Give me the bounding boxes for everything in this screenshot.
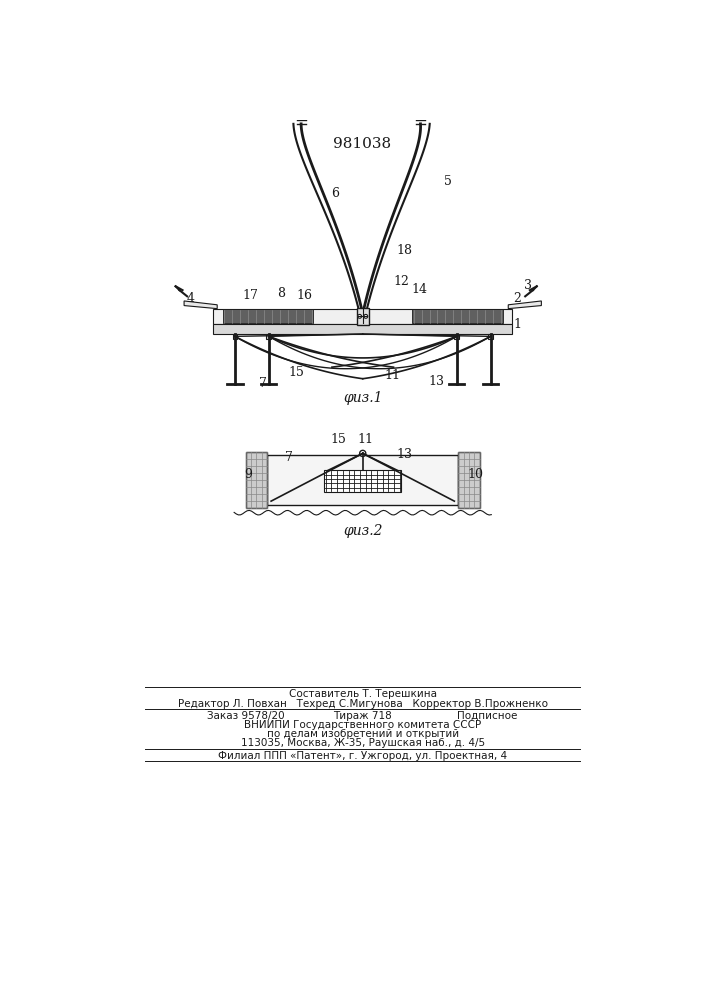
Polygon shape [214,309,512,324]
Text: 10: 10 [467,468,483,481]
Text: Тираж 718: Тираж 718 [333,711,392,721]
Polygon shape [223,309,313,323]
Text: 981038: 981038 [333,137,391,151]
Text: 13: 13 [397,448,412,461]
Text: 15: 15 [330,433,346,446]
Polygon shape [489,334,493,339]
Polygon shape [267,455,458,505]
Polygon shape [267,334,271,339]
Polygon shape [214,324,512,334]
Text: 15: 15 [288,366,305,379]
Text: 3: 3 [523,279,532,292]
Text: φuз.2: φuз.2 [343,524,382,538]
Polygon shape [356,308,369,325]
Text: ВНИИПИ Государственного комитета СССР: ВНИИПИ Государственного комитета СССР [244,720,481,730]
Text: Филиал ППП «Патент», г. Ужгород, ул. Проектная, 4: Филиал ППП «Патент», г. Ужгород, ул. Про… [218,751,508,761]
Text: 14: 14 [411,283,428,296]
Text: 8: 8 [277,287,285,300]
Text: 12: 12 [393,275,409,288]
Text: 1: 1 [513,318,522,331]
Polygon shape [246,452,267,508]
Circle shape [364,314,368,318]
Circle shape [358,314,361,318]
Text: 2: 2 [513,292,522,305]
Polygon shape [412,309,503,323]
Text: 16: 16 [296,289,312,302]
Polygon shape [325,470,402,492]
Text: Редактор Л. Повхан   Техред С.Мигунова   Корректор В.Прожненко: Редактор Л. Повхан Техред С.Мигунова Кор… [177,699,548,709]
Text: φuз.1: φuз.1 [343,391,382,405]
Text: 11: 11 [358,433,374,446]
Text: 17: 17 [243,289,258,302]
Polygon shape [508,301,542,309]
Text: 4: 4 [186,292,194,305]
Text: Заказ 9578/20: Заказ 9578/20 [207,711,285,721]
Polygon shape [233,334,238,339]
Polygon shape [184,301,217,309]
Text: 18: 18 [397,244,412,257]
Circle shape [360,450,366,456]
Text: 7: 7 [259,377,267,390]
Polygon shape [458,452,480,508]
Text: Подписное: Подписное [457,711,518,721]
Polygon shape [455,334,459,339]
Text: 11: 11 [384,369,400,382]
Text: 6: 6 [331,187,339,200]
Text: Составитель Т. Терешкина: Составитель Т. Терешкина [288,689,437,699]
Text: 9: 9 [244,468,252,481]
Text: 13: 13 [428,375,445,388]
Text: 5: 5 [444,175,452,188]
Text: 113035, Москва, Ж-35, Раушская наб., д. 4/5: 113035, Москва, Ж-35, Раушская наб., д. … [240,738,485,748]
Text: 7: 7 [285,451,293,464]
Text: по делам изобретений и открытий: по делам изобретений и открытий [267,729,459,739]
